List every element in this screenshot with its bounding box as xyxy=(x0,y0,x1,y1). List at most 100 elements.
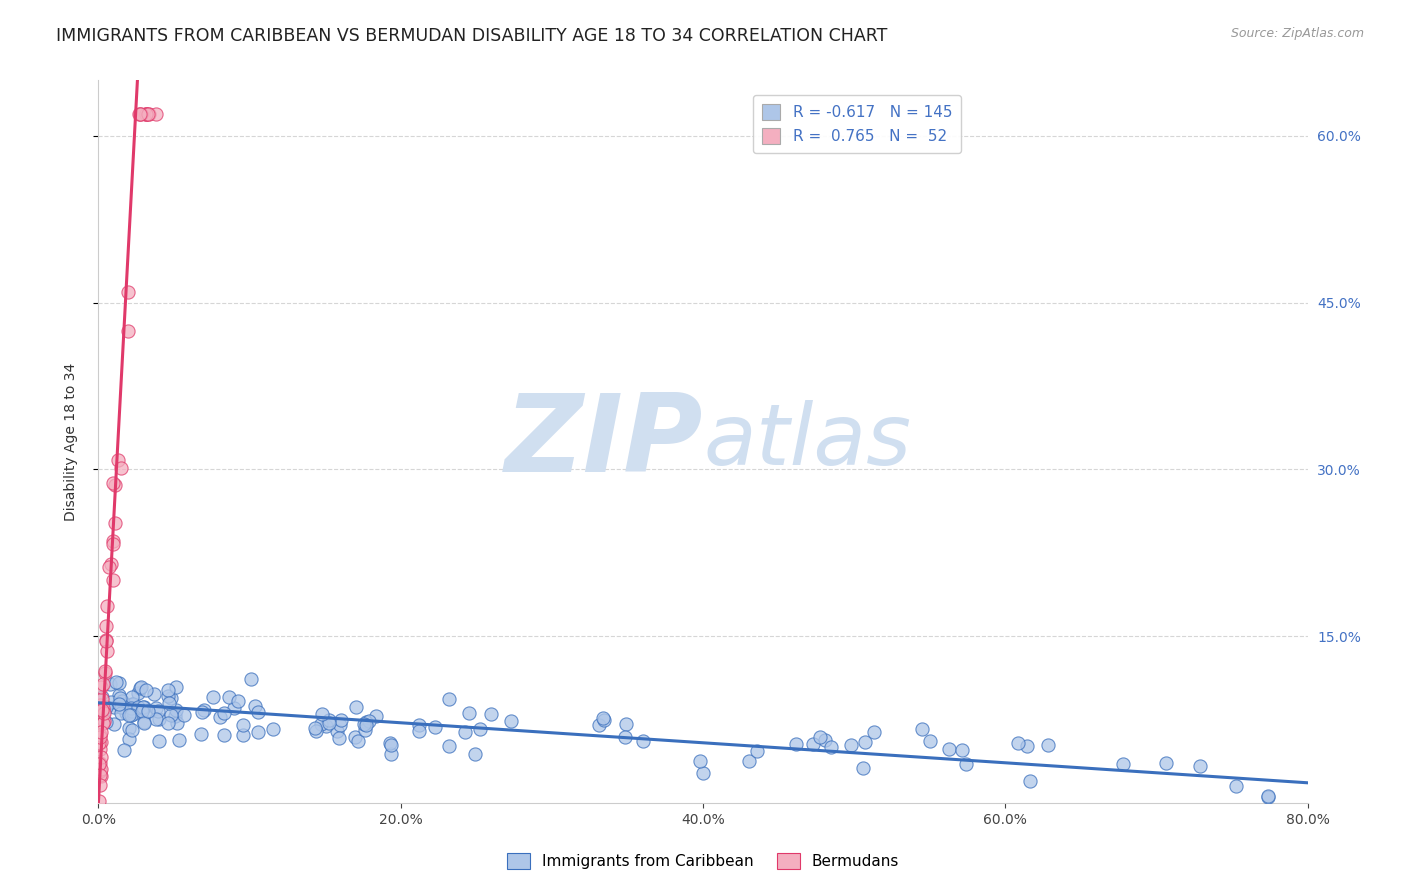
Point xyxy=(89,764,111,779)
Point xyxy=(745,744,768,758)
Point xyxy=(136,106,159,120)
Point xyxy=(93,716,115,731)
Point xyxy=(135,106,157,120)
Point xyxy=(110,690,132,705)
Point xyxy=(380,747,402,761)
Text: IMMIGRANTS FROM CARIBBEAN VS BERMUDAN DISABILITY AGE 18 TO 34 CORRELATION CHART: IMMIGRANTS FROM CARIBBEAN VS BERMUDAN DI… xyxy=(56,27,887,45)
Point xyxy=(134,715,156,730)
Point xyxy=(135,106,157,120)
Point xyxy=(131,704,153,718)
Point xyxy=(344,700,367,714)
Point xyxy=(132,699,155,714)
Point xyxy=(135,106,157,120)
Point xyxy=(190,727,212,741)
Point xyxy=(785,737,807,751)
Point xyxy=(165,703,187,717)
Point xyxy=(218,690,240,704)
Text: ZIP: ZIP xyxy=(505,389,703,494)
Point xyxy=(145,106,167,120)
Point xyxy=(408,718,430,732)
Point xyxy=(91,690,114,704)
Point xyxy=(803,737,825,751)
Point xyxy=(96,644,118,658)
Point xyxy=(103,700,125,714)
Point xyxy=(820,740,842,755)
Point xyxy=(1257,789,1279,803)
Point xyxy=(108,697,131,711)
Point xyxy=(101,573,124,587)
Point xyxy=(146,704,169,718)
Point xyxy=(135,705,157,719)
Point xyxy=(839,738,862,752)
Legend: R = -0.617   N = 145, R =  0.765   N =  52: R = -0.617 N = 145, R = 0.765 N = 52 xyxy=(754,95,962,153)
Point xyxy=(127,686,149,700)
Point xyxy=(692,766,714,780)
Point xyxy=(326,723,349,738)
Point xyxy=(90,692,112,706)
Point xyxy=(127,700,149,714)
Point xyxy=(94,664,117,678)
Point xyxy=(94,700,117,714)
Point xyxy=(1018,774,1040,789)
Point xyxy=(117,324,139,338)
Point xyxy=(104,516,127,530)
Point xyxy=(103,717,125,731)
Point xyxy=(148,734,170,748)
Point xyxy=(437,739,460,753)
Point xyxy=(354,714,377,729)
Point xyxy=(955,756,977,771)
Point xyxy=(107,453,129,467)
Point xyxy=(160,707,183,722)
Point xyxy=(94,619,117,633)
Point xyxy=(457,706,479,720)
Point xyxy=(437,691,460,706)
Point xyxy=(117,721,139,735)
Point xyxy=(112,743,135,757)
Point xyxy=(852,761,875,775)
Point xyxy=(121,723,143,737)
Point xyxy=(165,681,187,695)
Point xyxy=(112,697,135,711)
Legend: Immigrants from Caribbean, Bermudans: Immigrants from Caribbean, Bermudans xyxy=(501,847,905,875)
Point xyxy=(209,709,232,723)
Y-axis label: Disability Age 18 to 34: Disability Age 18 to 34 xyxy=(63,362,77,521)
Point xyxy=(454,725,477,739)
Point xyxy=(90,769,112,783)
Point xyxy=(318,713,340,727)
Point xyxy=(90,725,112,739)
Point xyxy=(114,706,136,720)
Point xyxy=(364,709,387,723)
Point xyxy=(343,730,366,744)
Point xyxy=(191,706,214,720)
Point xyxy=(501,714,523,728)
Point xyxy=(122,697,145,711)
Point xyxy=(169,733,191,747)
Point xyxy=(354,718,377,732)
Point xyxy=(134,700,156,714)
Point xyxy=(129,680,152,694)
Point xyxy=(104,675,127,690)
Point xyxy=(98,677,121,691)
Point xyxy=(157,696,180,710)
Point xyxy=(318,716,340,731)
Point xyxy=(89,736,111,750)
Point xyxy=(145,700,167,714)
Point xyxy=(631,734,654,748)
Point xyxy=(353,723,375,738)
Point xyxy=(1257,790,1279,805)
Point xyxy=(96,634,118,648)
Point xyxy=(464,747,486,762)
Point xyxy=(1225,779,1247,793)
Point xyxy=(100,558,122,572)
Point xyxy=(689,754,711,768)
Point xyxy=(93,676,115,690)
Point xyxy=(93,706,115,720)
Point xyxy=(110,700,132,714)
Point xyxy=(100,695,122,709)
Point xyxy=(110,461,132,475)
Point xyxy=(862,725,884,739)
Point xyxy=(120,700,142,714)
Point xyxy=(90,703,112,717)
Point xyxy=(87,757,110,772)
Point xyxy=(1017,739,1039,753)
